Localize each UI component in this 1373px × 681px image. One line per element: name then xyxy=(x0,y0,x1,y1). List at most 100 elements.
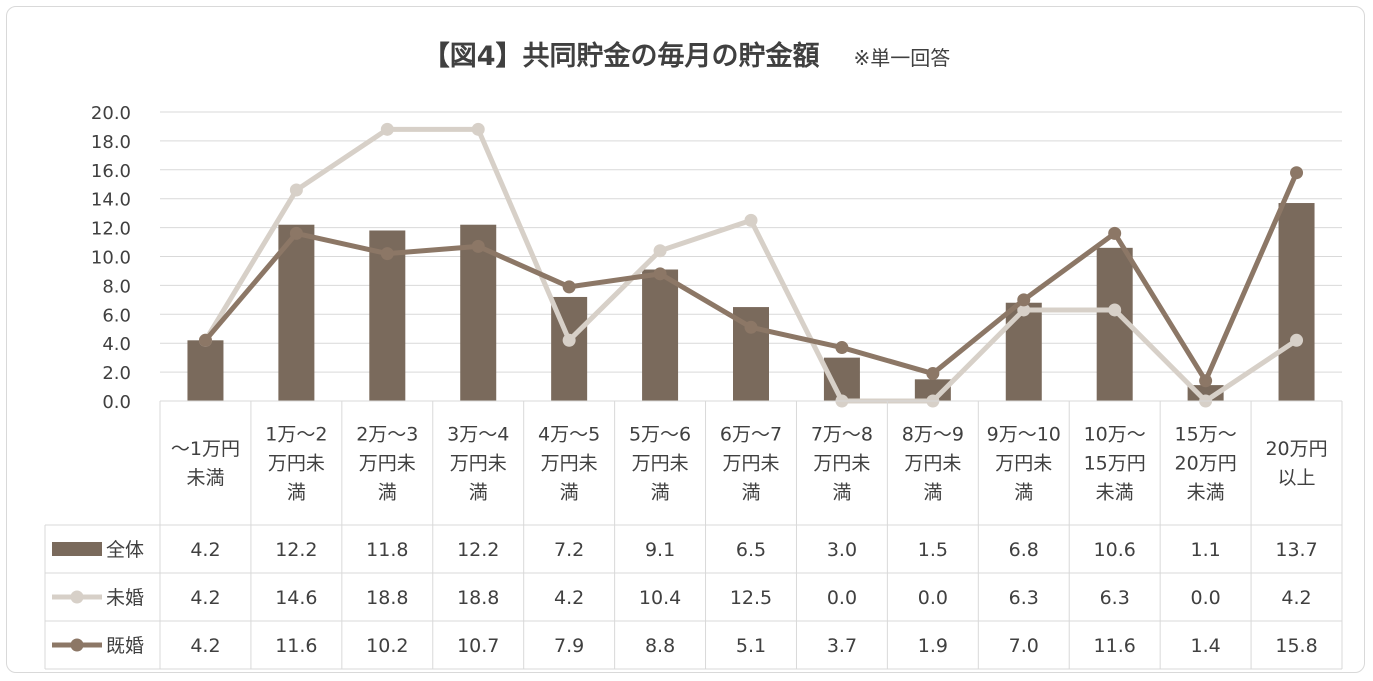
table-value: 6.5 xyxy=(736,539,766,561)
table-value: 0.0 xyxy=(1191,587,1221,609)
y-tick-label: 16.0 xyxy=(91,161,131,182)
x-tick-label: 9万～10 xyxy=(987,423,1061,445)
x-tick-label: 7万～8 xyxy=(811,423,873,445)
y-tick-label: 8.0 xyxy=(102,276,131,297)
x-tick-label: 満 xyxy=(651,481,670,503)
x-tick-label: 6万～7 xyxy=(720,423,782,445)
table-value: 14.6 xyxy=(275,587,317,609)
data-point xyxy=(744,320,758,334)
table-value: 9.1 xyxy=(645,539,675,561)
data-point xyxy=(471,239,485,253)
table-value: 3.0 xyxy=(827,539,857,561)
data-point xyxy=(1017,303,1031,317)
x-tick-label: 万円未 xyxy=(995,452,1052,474)
table-value: 1.4 xyxy=(1191,635,1221,657)
table-value: 6.3 xyxy=(1009,587,1039,609)
x-tick-label: 1万～2 xyxy=(265,423,327,445)
data-point xyxy=(380,247,394,261)
y-tick-label: 0.0 xyxy=(102,392,131,413)
x-tick-label: 15万～ xyxy=(1175,423,1237,445)
x-tick-label: 万円未 xyxy=(722,452,779,474)
y-tick-label: 10.0 xyxy=(91,248,131,269)
x-tick-label: 万円未 xyxy=(359,452,416,474)
table-value: 3.7 xyxy=(827,635,857,657)
data-point xyxy=(1108,303,1122,317)
chart-title: 【図4】共同貯金の毎月の貯金額 xyxy=(422,41,820,72)
table-value: 10.2 xyxy=(366,635,408,657)
x-tick-label: 3万～4 xyxy=(447,423,509,445)
legend-key-marker xyxy=(70,590,84,604)
data-point xyxy=(653,267,667,281)
x-tick-label: 15万円 xyxy=(1084,452,1146,474)
x-tick-label: 満 xyxy=(560,481,579,503)
table-value: 4.2 xyxy=(1281,587,1311,609)
bar xyxy=(278,224,315,401)
table-value: 12.5 xyxy=(730,587,772,609)
legend-label: 既婚 xyxy=(106,635,144,657)
table-value: 11.6 xyxy=(275,635,317,657)
x-tick-label: 以上 xyxy=(1278,467,1316,489)
data-point xyxy=(1017,293,1031,307)
table-value: 7.0 xyxy=(1009,635,1039,657)
table-value: 1.5 xyxy=(918,539,948,561)
x-tick-label: 万円未 xyxy=(268,452,325,474)
data-point xyxy=(562,333,576,347)
chart-frame xyxy=(6,6,1365,673)
x-tick-label: 5万～6 xyxy=(629,423,691,445)
x-tick-label: 満 xyxy=(923,481,942,503)
x-tick-label: 20万円 xyxy=(1265,438,1327,460)
x-tick-label: 満 xyxy=(741,481,760,503)
data-point xyxy=(926,367,940,381)
table-value: 8.8 xyxy=(645,635,675,657)
x-tick-label: 10万～ xyxy=(1084,423,1146,445)
table-value: 1.1 xyxy=(1191,539,1221,561)
table-value: 0.0 xyxy=(827,587,857,609)
data-point xyxy=(198,333,212,347)
bar-series xyxy=(187,203,1315,401)
table-value: 7.9 xyxy=(554,635,584,657)
table-value: 4.2 xyxy=(190,587,220,609)
data-point xyxy=(380,122,394,136)
data-point xyxy=(744,213,758,227)
x-tick-label: 未満 xyxy=(186,467,224,489)
table-value: 12.2 xyxy=(275,539,317,561)
x-tick-label: 未満 xyxy=(1187,481,1225,503)
table-value: 4.2 xyxy=(190,635,220,657)
x-tick-label: ～1万円 xyxy=(171,438,240,460)
y-tick-label: 14.0 xyxy=(91,190,131,211)
data-point xyxy=(835,341,849,355)
legend-key-marker xyxy=(70,638,84,652)
data-point xyxy=(289,183,303,197)
table-value: 18.8 xyxy=(457,587,499,609)
data-point xyxy=(471,122,485,136)
x-tick-label: 万円未 xyxy=(632,452,689,474)
legend-key-bar xyxy=(52,542,102,556)
data-point xyxy=(562,280,576,294)
table-value: 13.7 xyxy=(1275,539,1317,561)
title-row: 【図4】共同貯金の毎月の貯金額 ※単一回答 xyxy=(0,34,1373,73)
gridlines xyxy=(160,111,1342,402)
legend-label: 全体 xyxy=(106,539,144,561)
table-value: 10.6 xyxy=(1094,539,1136,561)
y-tick-label: 6.0 xyxy=(102,305,131,326)
table-value: 6.3 xyxy=(1100,587,1130,609)
table-value: 4.2 xyxy=(190,539,220,561)
x-tick-label: 満 xyxy=(832,481,851,503)
y-axis: 20.0 18.0 16.0 14.0 12.0 10.0 8.0 6.0 4.0 2.0 0.0 xyxy=(91,103,131,413)
x-tick-label: 万円未 xyxy=(450,452,507,474)
x-tick-label: 万円未 xyxy=(541,452,598,474)
table-value: 18.8 xyxy=(366,587,408,609)
x-tick-label: 未満 xyxy=(1096,481,1134,503)
chart-note: ※単一回答 xyxy=(853,46,951,70)
table-value: 12.2 xyxy=(457,539,499,561)
data-point xyxy=(1108,226,1122,240)
bar xyxy=(187,340,224,401)
x-tick-label: 万円未 xyxy=(904,452,961,474)
legend-label: 未婚 xyxy=(106,587,144,609)
data-point xyxy=(1290,333,1304,347)
x-tick-label: 2万～3 xyxy=(356,423,418,445)
table-value: 11.8 xyxy=(366,539,408,561)
table-value: 6.8 xyxy=(1009,539,1039,561)
